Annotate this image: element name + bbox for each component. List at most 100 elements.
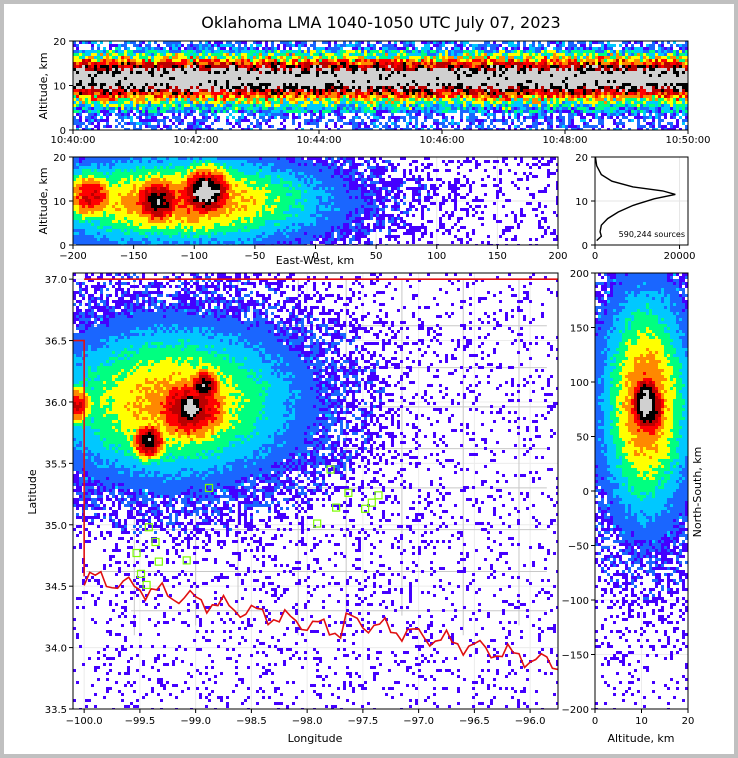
- time-height-cell: [418, 95, 421, 98]
- time-height-cell: [616, 53, 619, 56]
- time-height-cell: [322, 56, 325, 59]
- time-height-cell: [127, 101, 130, 104]
- time-height-cell: [106, 77, 109, 80]
- time-height-cell: [427, 89, 430, 92]
- time-height-cell: [343, 50, 346, 53]
- time-height-cell: [82, 110, 85, 113]
- time-height-cell: [619, 77, 622, 80]
- time-height-cell: [280, 41, 283, 44]
- time-height-cell: [274, 107, 277, 110]
- time-height-cell: [616, 65, 619, 68]
- time-height-cell: [148, 56, 151, 59]
- time-height-cell: [616, 86, 619, 89]
- time-height-cell: [670, 92, 673, 95]
- time-height-cell: [238, 92, 241, 95]
- time-height-cell: [448, 80, 451, 83]
- time-height-cell: [409, 107, 412, 110]
- time-height-cell: [667, 98, 670, 101]
- time-height-cell: [625, 95, 628, 98]
- time-height-cell: [229, 98, 232, 101]
- time-height-cell: [616, 107, 619, 110]
- time-height-cell: [370, 62, 373, 65]
- time-height-cell: [208, 56, 211, 59]
- time-height-cell: [646, 86, 649, 89]
- time-height-cell: [325, 92, 328, 95]
- time-height-cell: [310, 74, 313, 77]
- time-height-cell: [613, 98, 616, 101]
- time-height-cell: [103, 110, 106, 113]
- time-height-cell: [91, 50, 94, 53]
- time-height-cell: [358, 65, 361, 68]
- time-height-cell: [460, 101, 463, 104]
- time-height-cell: [418, 101, 421, 104]
- time-height-cell: [643, 56, 646, 59]
- time-height-cell: [73, 104, 76, 107]
- time-height-cell: [199, 44, 202, 47]
- time-height-cell: [217, 77, 220, 80]
- time-height-cell: [472, 77, 475, 80]
- time-height-cell: [550, 80, 553, 83]
- time-height-cell: [550, 62, 553, 65]
- time-height-cell: [634, 86, 637, 89]
- time-height-cell: [298, 62, 301, 65]
- time-height-cell: [295, 110, 298, 113]
- time-height-cell: [478, 110, 481, 113]
- time-height-cell: [298, 83, 301, 86]
- time-height-cell: [199, 104, 202, 107]
- time-height-cell: [307, 86, 310, 89]
- time-height-cell: [592, 53, 595, 56]
- time-height-cell: [307, 77, 310, 80]
- time-height-cell: [523, 83, 526, 86]
- time-height-cell: [652, 83, 655, 86]
- time-height-cell: [478, 92, 481, 95]
- time-height-cell: [229, 53, 232, 56]
- time-height-cell: [175, 68, 178, 71]
- time-height-cell: [265, 68, 268, 71]
- time-height-cell: [244, 110, 247, 113]
- time-height-cell: [430, 71, 433, 74]
- time-height-cell: [136, 59, 139, 62]
- time-height-cell: [130, 80, 133, 83]
- time-height-cell: [478, 107, 481, 110]
- time-height-cell: [685, 65, 688, 68]
- time-height-cell: [559, 56, 562, 59]
- time-height-cell: [640, 77, 643, 80]
- time-height-cell: [118, 47, 121, 50]
- time-height-cell: [298, 41, 301, 44]
- time-height-cell: [400, 50, 403, 53]
- time-height-cell: [451, 71, 454, 74]
- time-height-cell: [514, 77, 517, 80]
- time-height-cell: [73, 110, 76, 113]
- time-height-cell: [457, 74, 460, 77]
- time-height-cell: [661, 62, 664, 65]
- time-height-cell: [484, 47, 487, 50]
- time-height-cell: [652, 107, 655, 110]
- time-height-cell: [355, 68, 358, 71]
- time-height-cell: [112, 92, 115, 95]
- time-height-cell: [223, 56, 226, 59]
- time-height-cell: [253, 98, 256, 101]
- time-height-cell: [142, 59, 145, 62]
- time-height-cell: [532, 50, 535, 53]
- time-height-cell: [211, 86, 214, 89]
- time-height-cell: [295, 107, 298, 110]
- time-height-cell: [526, 110, 529, 113]
- time-height-cell: [679, 86, 682, 89]
- time-height-cell: [196, 89, 199, 92]
- time-height-cell: [622, 107, 625, 110]
- time-height-cell: [643, 113, 646, 116]
- time-height-cell: [73, 86, 76, 89]
- time-height-cell: [112, 56, 115, 59]
- time-height-cell: [283, 92, 286, 95]
- time-height-cell: [292, 65, 295, 68]
- time-height-cell: [583, 86, 586, 89]
- time-height-cell: [646, 92, 649, 95]
- time-height-cell: [526, 47, 529, 50]
- time-height-cell: [616, 95, 619, 98]
- time-height-cell: [127, 50, 130, 53]
- time-height-cell: [520, 98, 523, 101]
- time-height-cell: [178, 53, 181, 56]
- time-height-cell: [301, 86, 304, 89]
- time-height-cell: [193, 80, 196, 83]
- time-height-cell: [271, 74, 274, 77]
